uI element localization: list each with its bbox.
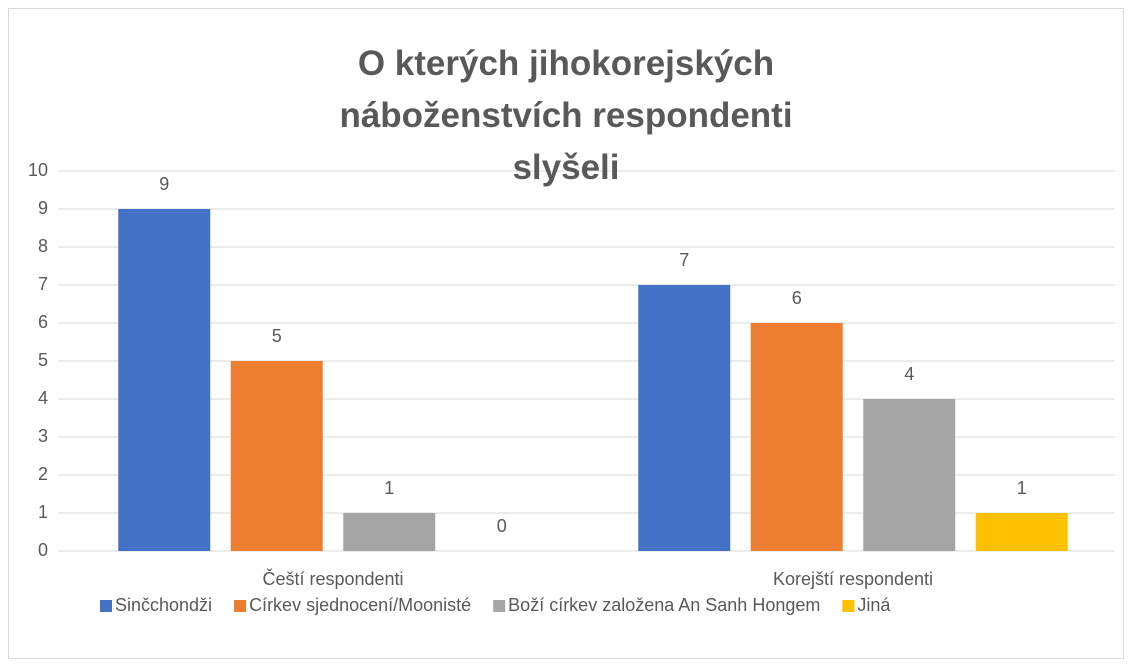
chart-title: O kterých jihokorejských náboženstvích r… (339, 44, 793, 187)
bar (230, 361, 323, 551)
y-tick-label: 0 (38, 540, 48, 560)
legend-swatch (100, 600, 112, 612)
y-tick-label: 7 (38, 274, 48, 294)
bar (975, 513, 1068, 551)
data-label: 1 (384, 478, 394, 498)
bar (750, 323, 843, 551)
y-tick-label: 2 (38, 464, 48, 484)
data-label: 4 (904, 364, 914, 384)
y-tick-label: 6 (38, 312, 48, 332)
legend-label: Jiná (857, 595, 891, 615)
data-label: 1 (1017, 478, 1027, 498)
bar (118, 209, 211, 551)
y-tick-label: 5 (38, 350, 48, 370)
y-tick-label: 10 (28, 160, 48, 180)
legend-swatch (493, 600, 506, 612)
legend-swatch (234, 600, 247, 612)
data-label: 9 (159, 174, 169, 194)
y-tick-label: 3 (38, 426, 48, 446)
data-label: 0 (497, 516, 507, 536)
y-tick-label: 1 (38, 502, 48, 522)
data-label: 7 (679, 250, 689, 270)
y-tick-label: 4 (38, 388, 48, 408)
y-tick-label: 9 (38, 198, 48, 218)
bar (638, 285, 731, 551)
x-tick-label: Čeští respondenti (262, 568, 403, 589)
legend-label: Boží církev založena An Sanh Hongem (508, 595, 820, 615)
bar (343, 513, 436, 551)
legend-swatch (842, 600, 855, 612)
legend-label: Sinčchondži (115, 595, 212, 615)
x-tick-label: Korejští respondenti (773, 569, 933, 589)
y-tick-label: 8 (38, 236, 48, 256)
legend-label: Církev sjednocení/Moonisté (249, 595, 471, 615)
data-label: 6 (792, 288, 802, 308)
data-label: 5 (272, 326, 282, 346)
bar (863, 399, 956, 551)
